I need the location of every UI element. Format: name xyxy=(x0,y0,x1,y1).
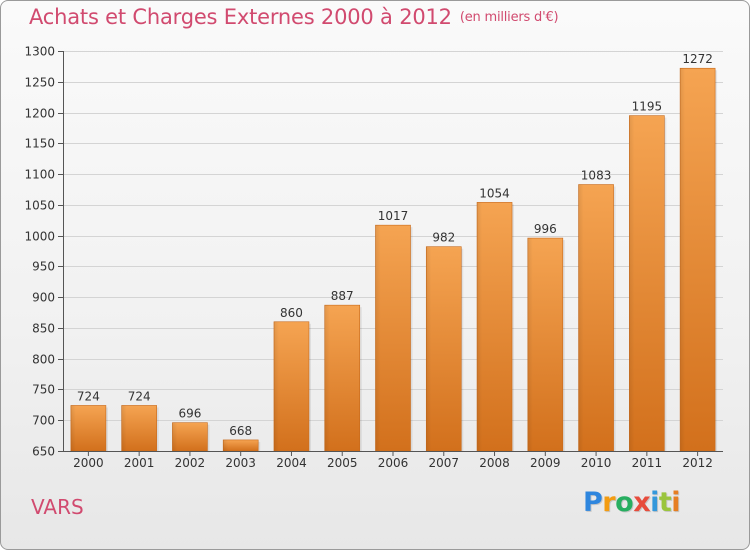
bar xyxy=(578,184,614,452)
proxiti-logo: Proxiti xyxy=(583,487,681,518)
y-tick-label: 950 xyxy=(32,260,55,274)
bar-highlight xyxy=(121,405,127,451)
bar-highlight xyxy=(629,115,635,451)
y-tick-label: 650 xyxy=(32,445,55,459)
y-tick-label: 850 xyxy=(32,322,55,336)
x-tick-label: 2004 xyxy=(276,456,307,470)
logo-letter: r xyxy=(602,487,616,518)
x-tick-label: 2008 xyxy=(479,456,510,470)
x-tick-label: 2002 xyxy=(175,456,206,470)
bar-highlight xyxy=(426,246,432,451)
logo-letter: i xyxy=(671,487,681,518)
bar xyxy=(679,67,716,452)
x-tick-label: 2005 xyxy=(327,456,358,470)
y-tick-label: 1100 xyxy=(24,168,55,182)
x-tick-label: 2001 xyxy=(124,456,155,470)
x-tick-label: 2003 xyxy=(225,456,256,470)
bar-highlight xyxy=(223,439,229,451)
bar xyxy=(629,115,665,452)
bar-highlight xyxy=(477,202,483,451)
bar-highlight xyxy=(680,68,686,451)
x-tick-label: 2006 xyxy=(378,456,409,470)
bar xyxy=(527,237,564,452)
commune-name: VARS xyxy=(31,495,84,519)
bar xyxy=(375,224,411,452)
data-label: 724 xyxy=(128,389,151,403)
bar xyxy=(425,246,462,452)
y-tick-label: 1150 xyxy=(24,137,55,151)
bar xyxy=(324,304,361,452)
logo-letter: P xyxy=(583,487,603,518)
data-label: 1195 xyxy=(632,100,663,114)
chart-unit: (en milliers d'€) xyxy=(459,10,559,25)
data-label: 982 xyxy=(432,231,455,245)
bar xyxy=(476,202,513,452)
y-tick-label: 1200 xyxy=(24,107,55,121)
logo-letter: t xyxy=(658,487,672,518)
y-tick-label: 1000 xyxy=(24,230,55,244)
data-label: 887 xyxy=(331,289,354,303)
bar xyxy=(121,405,157,452)
data-label: 860 xyxy=(280,306,303,320)
x-tick-label: 2009 xyxy=(530,456,561,470)
y-tick-label: 1250 xyxy=(24,76,55,90)
y-tick-label: 1300 xyxy=(24,45,55,59)
bar-highlight xyxy=(324,305,330,451)
x-tick-label: 2000 xyxy=(73,456,104,470)
data-label: 1054 xyxy=(479,186,510,200)
bar-highlight xyxy=(527,238,533,451)
y-tick-label: 700 xyxy=(32,414,55,428)
x-tick-label: 2010 xyxy=(581,456,612,470)
y-tick-label: 1050 xyxy=(24,199,55,213)
data-label: 696 xyxy=(178,407,201,421)
data-label: 668 xyxy=(229,424,252,438)
bar-highlight xyxy=(273,321,279,451)
data-label: 1272 xyxy=(682,52,713,66)
y-tick-label: 750 xyxy=(32,383,55,397)
x-tick-label: 2007 xyxy=(428,456,459,470)
bar-highlight xyxy=(172,422,178,451)
x-tick-label: 2011 xyxy=(632,456,663,470)
logo-letter: i xyxy=(650,487,659,518)
chart-title: Achats et Charges Externes 2000 à 2012 xyxy=(29,5,452,29)
data-label: 1083 xyxy=(581,169,612,183)
y-tick-label: 800 xyxy=(32,353,55,367)
bar xyxy=(172,422,208,452)
chart-title-block: Achats et Charges Externes 2000 à 2012 (e… xyxy=(29,5,559,29)
bar-highlight xyxy=(375,225,381,451)
y-tick-label: 900 xyxy=(32,291,55,305)
bar-highlight xyxy=(578,184,584,452)
data-label: 724 xyxy=(77,389,100,403)
data-label: 996 xyxy=(534,222,557,236)
logo-letter: x xyxy=(633,487,651,518)
x-tick-label: 2012 xyxy=(682,456,713,470)
logo-letter: o xyxy=(615,487,634,518)
bar xyxy=(273,321,310,452)
bar xyxy=(222,439,259,452)
data-label: 1017 xyxy=(378,209,409,223)
bar-highlight xyxy=(70,405,76,451)
bar xyxy=(70,405,107,452)
